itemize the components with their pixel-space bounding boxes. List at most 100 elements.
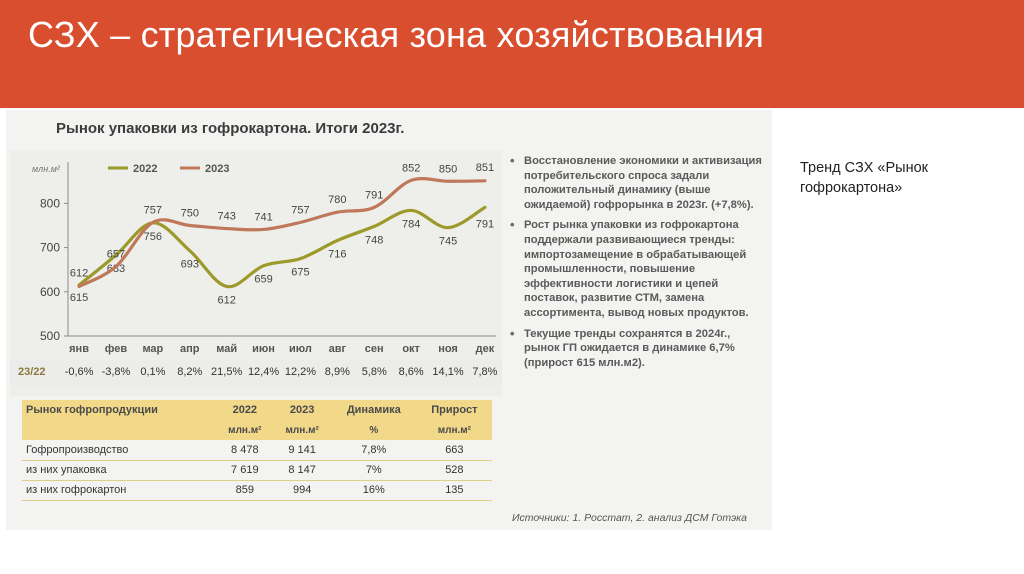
line-chart: млн.м² 500 600 700 800 янв фев мар апр май июн июл а…	[32, 162, 496, 355]
slide-header: СЗХ – стратегическая зона хозяйствования	[0, 0, 1024, 108]
table-cell: из них упаковка	[22, 460, 217, 481]
table-cell: 528	[416, 460, 492, 481]
data-label: 612	[217, 294, 235, 306]
data-label: 757	[144, 204, 162, 216]
ratio-value: 12,4%	[247, 366, 280, 378]
data-label: 756	[144, 231, 162, 243]
table-subheader: млн.м²	[216, 420, 274, 440]
table-header: Прирост	[416, 400, 492, 420]
y-tick-label: 500	[40, 329, 60, 343]
table-cell: 859	[216, 480, 274, 501]
table-header: 2023	[273, 400, 331, 420]
data-label: 750	[181, 207, 199, 219]
table-cell: 8 147	[273, 460, 331, 481]
table-cell: 7 619	[216, 460, 274, 481]
data-label: 675	[291, 267, 309, 279]
x-tick-label: июн	[252, 343, 275, 355]
legend-label: 2023	[205, 163, 229, 175]
panel-title: Рынок упаковки из гофрокартона. Итоги 20…	[56, 120, 405, 137]
x-tick-label: ноя	[438, 343, 458, 355]
data-label: 659	[254, 274, 272, 286]
data-label: 743	[217, 211, 235, 223]
x-tick-label: май	[216, 343, 237, 355]
data-label: 615	[70, 292, 88, 304]
table-header: Рынок гофропродукции	[22, 400, 217, 420]
data-label: 741	[254, 211, 272, 223]
series-line-2022	[77, 205, 487, 289]
table-cell: 16%	[330, 480, 417, 501]
table-subheader: млн.м²	[273, 420, 331, 440]
bullet-item: Восстановление экономики и активизация п…	[508, 154, 768, 212]
table-cell: 663	[416, 440, 492, 461]
table-cell: 135	[416, 480, 492, 501]
market-table: Рынок гофропродукции 2022 2023 Динамика …	[22, 400, 492, 501]
data-label: 748	[365, 234, 383, 246]
ratio-value: 8,6%	[398, 366, 424, 378]
data-label: 683	[107, 263, 125, 275]
ratio-row: 23/22 -0,6% -3,8% 0,1% 8,2% 21,5% 12,4% 12,2% 8…	[10, 360, 502, 386]
table-subheader: %	[330, 420, 417, 440]
y-tick-label: 800	[40, 196, 60, 210]
ratio-value: 5,8%	[361, 366, 387, 378]
y-axis-label: млн.м²	[32, 164, 61, 174]
x-tick-label: фев	[105, 343, 128, 355]
table-cell: Гофропроизводство	[22, 440, 217, 461]
bullet-list: Восстановление экономики и активизация п…	[508, 154, 768, 376]
x-tick-label: июл	[289, 343, 312, 355]
ratio-label: 23/22	[18, 366, 46, 378]
sources-note: Источники: 1. Росстат, 2. анализ ДСМ Гот…	[512, 512, 747, 524]
slide-title: СЗХ – стратегическая зона хозяйствования	[28, 14, 765, 55]
ratio-value: 0,1%	[140, 366, 166, 378]
data-label: 852	[402, 162, 420, 174]
x-tick-label: дек	[476, 343, 495, 355]
table-cell: из них гофрокартон	[22, 480, 217, 501]
y-tick-label: 600	[40, 285, 60, 299]
data-label: 757	[291, 204, 309, 216]
x-tick-label: окт	[402, 343, 420, 355]
table-cell: 9 141	[273, 440, 331, 461]
table-subheader: млн.м²	[416, 420, 492, 440]
trend-caption: Тренд СЗХ «Рынок гофрокартона»	[800, 160, 929, 196]
data-label: 850	[439, 163, 457, 175]
data-label: 716	[328, 249, 346, 261]
ratio-value: -0,6%	[64, 366, 94, 378]
table-subheader	[22, 420, 217, 440]
ratio-value: 21,5%	[211, 366, 243, 378]
data-label: 791	[476, 218, 494, 230]
legend-label: 2022	[133, 163, 157, 175]
table-subheader-row: млн.м² млн.м² % млн.м²	[22, 420, 492, 440]
table-header: Динамика	[330, 400, 417, 420]
ratio-value: 8,2%	[177, 366, 203, 378]
data-label: 657	[107, 249, 125, 261]
table-row: из них гофрокартон 859 994 16% 135	[22, 480, 492, 501]
ratio-value: 7,8%	[472, 366, 498, 378]
ratio-value: -3,8%	[101, 366, 131, 378]
data-label: 612	[70, 267, 88, 279]
table-row: Гофропроизводство 8 478 9 141 7,8% 663	[22, 440, 492, 461]
table-cell: 7,8%	[330, 440, 417, 461]
bullet-item: Текущие тренды сохранятся в 2024г., рыно…	[508, 327, 768, 371]
ratio-value: 12,2%	[284, 366, 317, 378]
table-cell: 994	[273, 480, 331, 501]
data-label: 791	[365, 189, 383, 201]
x-tick-label: сен	[365, 343, 384, 355]
x-tick-label: апр	[180, 343, 200, 355]
data-label: 851	[476, 162, 494, 174]
table-row: из них упаковка 7 619 8 147 7% 528	[22, 460, 492, 481]
series-line-2023	[77, 177, 487, 289]
table-cell: 7%	[330, 460, 417, 481]
chart-area: млн.м² 500 600 700 800 янв фев мар апр май июн июл а…	[10, 150, 502, 396]
table-cell: 8 478	[216, 440, 274, 461]
table-header-row: Рынок гофропродукции 2022 2023 Динамика …	[22, 400, 492, 420]
x-tick-label: янв	[69, 343, 89, 355]
data-label: 745	[439, 236, 457, 248]
y-tick-label: 700	[40, 241, 60, 255]
bullet-item: Рост рынка упаковки из гофрокартона подд…	[508, 218, 768, 320]
table-header: 2022	[216, 400, 274, 420]
ratio-value: 8,9%	[324, 366, 350, 378]
data-label: 693	[181, 259, 199, 271]
data-label: 784	[402, 218, 420, 230]
x-tick-label: мар	[142, 343, 163, 355]
ratio-value: 14,1%	[432, 366, 464, 378]
data-label: 780	[328, 194, 346, 206]
